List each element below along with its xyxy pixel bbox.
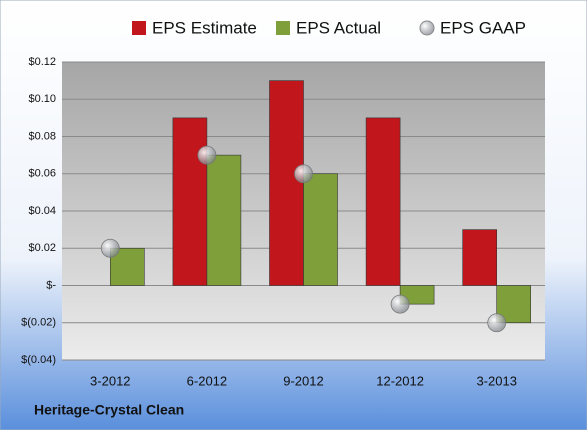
footer: Heritage-Crystal Clean	[34, 402, 184, 418]
x-tick-label: 3-2012	[90, 373, 130, 388]
y-tick-label: $0.10	[28, 93, 56, 105]
gaap-marker	[197, 145, 217, 165]
legend-label: EPS Actual	[296, 18, 381, 37]
y-tick-label: $-	[46, 279, 56, 291]
x-tick-label: 6-2012	[187, 373, 227, 388]
x-tick-label: 9-2012	[283, 373, 323, 388]
x-tick-label: 12-2012	[376, 373, 424, 388]
bar	[269, 80, 304, 286]
legend-marker	[419, 20, 435, 36]
y-tick-label: $(0.02)	[21, 317, 56, 329]
y-tick-label: $(0.04)	[21, 354, 56, 366]
gaap-marker	[390, 294, 410, 314]
gaap-marker	[100, 238, 120, 258]
legend-label: EPS Estimate	[152, 18, 257, 37]
y-tick-label: $0.12	[28, 56, 56, 68]
bar	[365, 117, 401, 286]
y-tick-label: $0.06	[28, 168, 56, 180]
x-tick-label: 3-2013	[476, 373, 516, 388]
bar	[172, 117, 208, 286]
y-tick-label: $0.02	[28, 242, 56, 254]
legend-label: EPS GAAP	[440, 18, 526, 37]
y-tick-label: $0.08	[28, 130, 56, 142]
bar	[206, 154, 242, 286]
y-tick-label: $0.04	[28, 205, 56, 217]
gaap-marker	[294, 164, 313, 184]
bar	[462, 229, 498, 286]
legend-marker	[132, 21, 146, 35]
bar	[303, 173, 338, 286]
legend-marker	[276, 21, 290, 35]
gaap-marker	[487, 313, 507, 333]
